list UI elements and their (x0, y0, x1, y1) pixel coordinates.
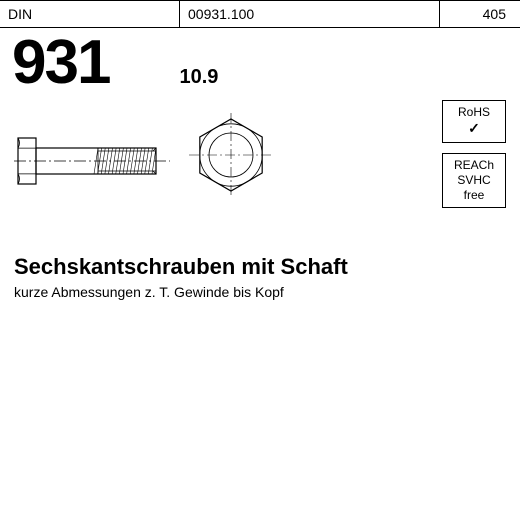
rohs-check-icon: ✓ (443, 120, 505, 138)
rohs-label: RoHS (443, 105, 505, 120)
standard-number: 931 (12, 32, 109, 94)
header-row: DIN 00931.100 405 (0, 0, 520, 28)
rohs-badge: RoHS ✓ (442, 100, 506, 143)
description-subtitle: kurze Abmessungen z. T. Gewinde bis Kopf (14, 284, 506, 300)
header-ref: 405 (440, 1, 520, 27)
reach-line3: free (443, 188, 505, 203)
description-title: Sechskantschrauben mit Schaft (14, 254, 506, 280)
bolt-front-view (186, 110, 276, 200)
header-standard: DIN (0, 1, 180, 27)
reach-badge: REACh SVHC free (442, 153, 506, 208)
reach-line2: SVHC (443, 173, 505, 188)
strength-grade: 10.9 (179, 66, 218, 89)
drawing-area: RoHS ✓ REACh SVHC free (0, 100, 520, 250)
reach-line1: REACh (443, 158, 505, 173)
compliance-badges: RoHS ✓ REACh SVHC free (442, 100, 506, 208)
description-block: Sechskantschrauben mit Schaft kurze Abme… (0, 250, 520, 300)
header-code: 00931.100 (180, 1, 440, 27)
title-row: 931 10.9 (0, 28, 520, 100)
bolt-side-view (14, 126, 174, 196)
